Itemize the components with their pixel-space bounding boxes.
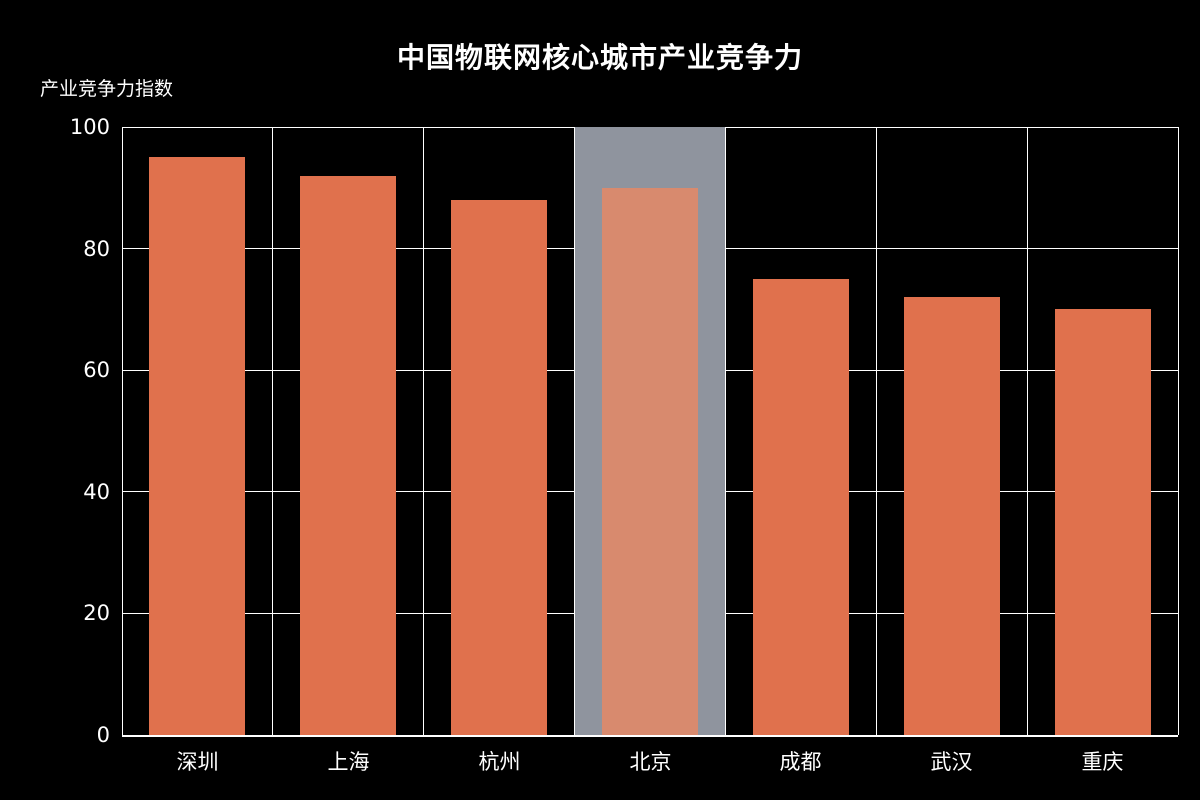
plot-area <box>122 127 1179 737</box>
x-tick-label: 杭州 <box>478 750 521 774</box>
x-gridline <box>725 127 726 735</box>
x-gridline <box>574 127 575 735</box>
y-axis-name: 产业竞争力指数 <box>40 78 174 100</box>
x-gridline <box>423 127 424 735</box>
bar-成都[interactable] <box>753 279 849 735</box>
bar-重庆[interactable] <box>1055 309 1151 735</box>
x-gridline <box>1027 127 1028 735</box>
y-gridline <box>122 735 1178 737</box>
bar-武汉[interactable] <box>904 297 1000 735</box>
x-gridline <box>1178 127 1179 735</box>
x-tick-label: 武汉 <box>930 750 973 774</box>
bar-上海[interactable] <box>300 176 396 735</box>
y-tick-label: 20 <box>83 601 110 625</box>
x-tick-label: 成都 <box>779 750 822 774</box>
y-tick-label: 0 <box>96 723 110 747</box>
x-tick-label: 深圳 <box>176 750 219 774</box>
bar-深圳[interactable] <box>149 157 245 735</box>
y-tick-label: 80 <box>83 237 110 261</box>
bar-杭州[interactable] <box>451 200 547 735</box>
x-gridline <box>122 127 123 735</box>
x-tick-label: 重庆 <box>1081 750 1124 774</box>
bar-北京[interactable] <box>602 188 698 735</box>
x-gridline <box>876 127 877 735</box>
x-tick-label: 北京 <box>629 750 672 774</box>
chart-title: 中国物联网核心城市产业竞争力 <box>396 41 803 74</box>
x-tick-label: 上海 <box>327 750 370 774</box>
y-tick-label: 100 <box>69 115 110 139</box>
y-tick-label: 40 <box>83 480 110 504</box>
y-tick-label: 60 <box>83 358 110 382</box>
x-gridline <box>272 127 273 735</box>
